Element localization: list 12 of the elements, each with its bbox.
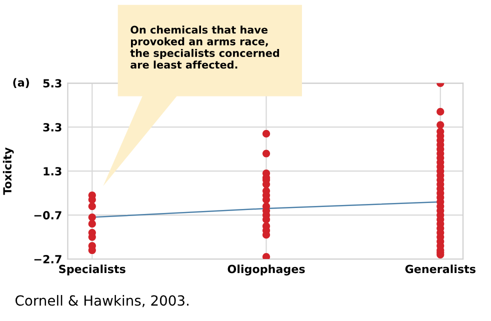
y-axis-title: Toxicity (2, 147, 14, 195)
x-tick-label: Generalists (405, 264, 476, 274)
text: On chemicals that have provoked an arms race, the specialists concerned are least affected. (130, 26, 280, 69)
y-tick-label: 5.3 (43, 79, 62, 88)
y-tick-label: 3.3 (43, 123, 62, 132)
x-tick-label: Specialists (59, 264, 126, 276)
y-tick-label: −2.7 (34, 255, 62, 264)
text: Cornell & Hawkins, 2003. (16, 295, 188, 308)
x-tick-label: Oligophages (228, 264, 305, 276)
text: (a) (13, 78, 29, 88)
y-tick-label: 1.3 (44, 167, 62, 176)
y-tick-label: −0.7 (34, 211, 62, 220)
